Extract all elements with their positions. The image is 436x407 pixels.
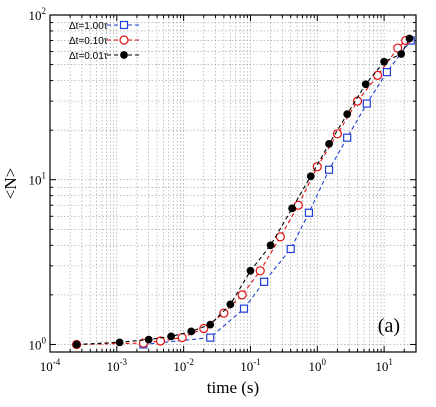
x-tick-label: 10-2 xyxy=(173,357,194,374)
data-point xyxy=(306,172,315,181)
data-point xyxy=(343,133,352,142)
x-tick-label: 101 xyxy=(375,357,393,374)
data-point xyxy=(397,50,406,58)
data-point xyxy=(206,320,215,329)
series xyxy=(72,34,414,349)
data-point xyxy=(219,308,229,318)
tick-labels: 10-4 10-3 10-2 10-1 100 101 100 101 102 xyxy=(29,6,393,374)
data-point xyxy=(304,208,314,217)
data-point xyxy=(362,99,371,108)
legend-label: Δt=1.00τ xyxy=(69,21,108,32)
legend-label: Δt=0.10τ xyxy=(69,36,108,47)
series xyxy=(71,35,411,350)
data-point xyxy=(288,204,297,213)
y-tick-label: 102 xyxy=(29,6,47,23)
data-point xyxy=(167,332,176,341)
data-point xyxy=(206,333,215,342)
data-point xyxy=(144,335,153,344)
data-point xyxy=(255,266,265,276)
series-line xyxy=(76,38,410,346)
data-point xyxy=(115,338,124,347)
y-tick-label: 100 xyxy=(29,335,47,352)
data-point xyxy=(266,241,275,250)
x-axis-label: time (s) xyxy=(207,378,259,397)
legend-label: Δt=0.01τ xyxy=(69,51,108,62)
data-point xyxy=(393,43,403,53)
legend-marker xyxy=(119,35,129,45)
data-point xyxy=(332,129,343,139)
x-tick-label: 10-4 xyxy=(40,357,61,374)
data-point xyxy=(286,244,295,254)
x-tick-label: 10-1 xyxy=(240,357,261,374)
axis-ticks xyxy=(49,14,417,353)
data-point xyxy=(239,304,249,313)
data-point xyxy=(361,80,370,89)
plot-frame xyxy=(49,14,417,353)
x-tick-label: 100 xyxy=(309,357,327,374)
y-axis-label: <N> xyxy=(1,168,20,199)
data-point xyxy=(226,300,235,309)
series-line xyxy=(76,40,406,346)
data-point xyxy=(187,327,196,336)
data-point xyxy=(246,266,255,275)
y-tick-label: 101 xyxy=(29,171,47,188)
data-point xyxy=(177,333,187,343)
grid-lines xyxy=(49,14,417,353)
data-point xyxy=(380,57,389,66)
legend: Δt=1.00τ Δt=0.10τ Δt=0.01τ xyxy=(69,20,141,62)
panel-label: (a) xyxy=(378,315,400,337)
data-point xyxy=(405,34,414,43)
data-point xyxy=(155,336,166,346)
data-point xyxy=(72,340,81,349)
series xyxy=(139,36,415,349)
data-point xyxy=(275,232,285,242)
legend-marker xyxy=(119,20,129,30)
data-point xyxy=(237,290,247,300)
data-point xyxy=(325,140,333,148)
data-point xyxy=(382,68,391,77)
data-point xyxy=(324,165,334,174)
legend-marker xyxy=(120,51,128,59)
data-series xyxy=(71,34,415,350)
x-tick-label: 10-3 xyxy=(107,357,128,374)
data-point xyxy=(260,277,269,286)
data-point xyxy=(343,110,352,119)
data-point xyxy=(199,323,209,334)
